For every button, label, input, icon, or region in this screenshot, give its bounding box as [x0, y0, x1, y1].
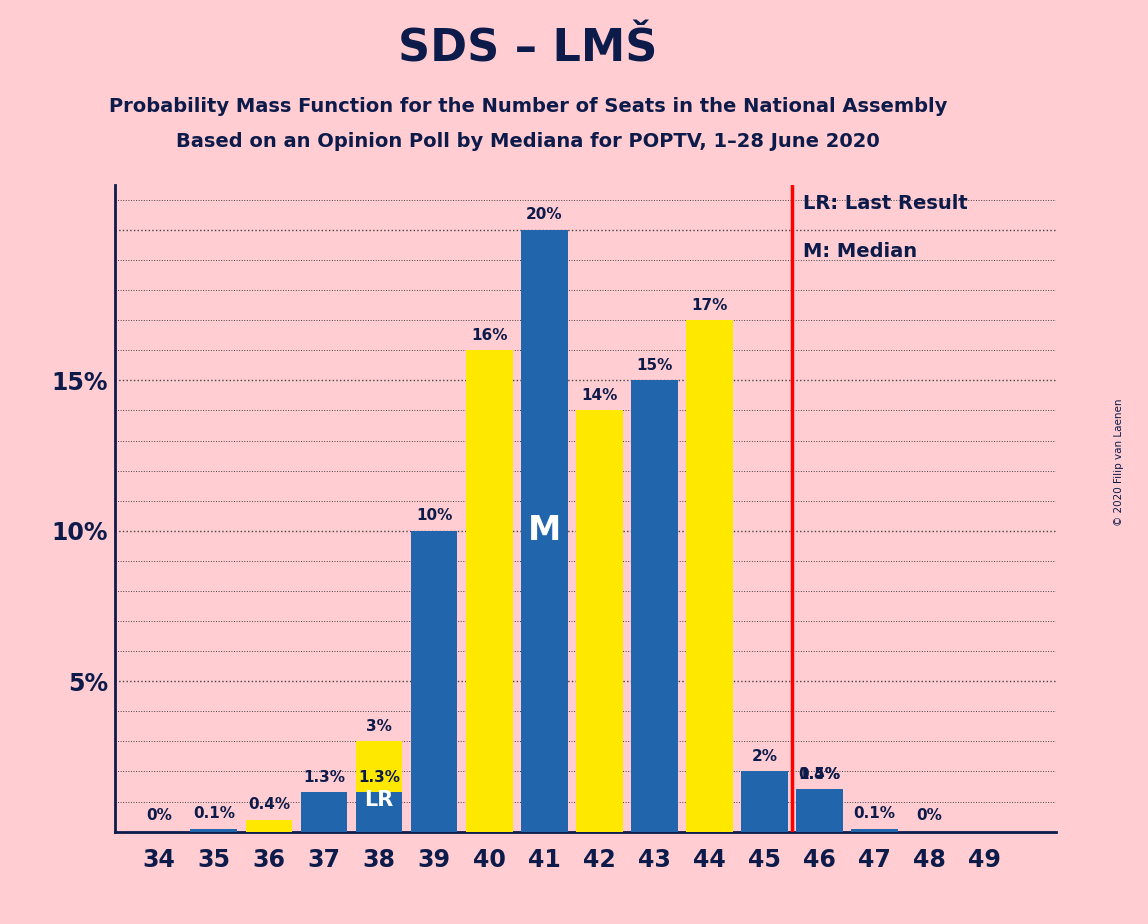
Text: 0.1%: 0.1% [853, 806, 895, 821]
Bar [740, 772, 788, 832]
Text: 1.3%: 1.3% [303, 770, 346, 785]
Bar [521, 230, 567, 832]
Text: 0%: 0% [146, 808, 172, 822]
Text: M: M [528, 515, 561, 547]
Text: 14%: 14% [581, 388, 618, 403]
Bar [466, 350, 512, 832]
Bar [301, 793, 348, 832]
Bar [796, 789, 843, 832]
Text: 2%: 2% [752, 749, 777, 764]
Bar [851, 829, 898, 832]
Bar [796, 817, 843, 832]
Text: 15%: 15% [636, 358, 673, 372]
Text: 16%: 16% [471, 328, 507, 343]
Text: 0.4%: 0.4% [248, 797, 290, 812]
Bar [576, 410, 622, 832]
Text: © 2020 Filip van Laenen: © 2020 Filip van Laenen [1115, 398, 1124, 526]
Bar [466, 350, 512, 832]
Text: 0.1%: 0.1% [193, 806, 235, 821]
Text: Based on an Opinion Poll by Mediana for POPTV, 1–28 June 2020: Based on an Opinion Poll by Mediana for … [176, 132, 881, 152]
Bar [356, 793, 403, 832]
Text: 1.4%: 1.4% [799, 767, 840, 782]
Text: 3%: 3% [366, 719, 391, 734]
Text: LR: LR [364, 790, 394, 810]
Text: 0.5%: 0.5% [798, 767, 840, 782]
Bar [356, 793, 403, 832]
Bar [687, 321, 732, 832]
Text: M: Median: M: Median [802, 242, 917, 261]
Bar [246, 820, 293, 832]
Bar [356, 741, 403, 832]
Bar [191, 829, 238, 832]
Bar [246, 820, 293, 832]
Bar [576, 410, 622, 832]
Text: 0%: 0% [916, 808, 943, 822]
Text: LR: Last Result: LR: Last Result [802, 194, 968, 213]
Bar [356, 741, 403, 832]
Bar [687, 321, 732, 832]
Text: 1.3%: 1.3% [358, 770, 400, 785]
Bar [631, 381, 677, 832]
Bar [411, 530, 458, 832]
Text: Probability Mass Function for the Number of Seats in the National Assembly: Probability Mass Function for the Number… [109, 97, 947, 116]
Text: 10%: 10% [416, 508, 452, 523]
Text: 17%: 17% [691, 298, 728, 312]
Text: 20%: 20% [526, 207, 563, 223]
Text: SDS – LMŠ: SDS – LMŠ [398, 28, 658, 71]
